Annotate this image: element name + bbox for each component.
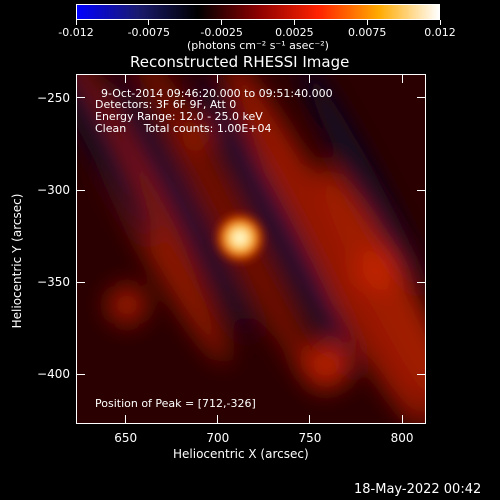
y-axis-label: Heliocentric Y (arcsec) — [10, 193, 24, 329]
colorbar-tick-mark — [75, 20, 77, 25]
x-tick-mark — [217, 415, 219, 423]
y-tick-mark — [417, 281, 425, 283]
x-tick-mark — [309, 75, 311, 83]
chart-title: Reconstructed RHESSI Image — [130, 53, 350, 71]
annotation-energy: Energy Range: 12.0 - 25.0 keV — [95, 110, 263, 123]
colorbar-tick-mark — [293, 20, 295, 25]
y-tick-mark — [417, 97, 425, 99]
colorbar-tick-label: 0.0025 — [275, 26, 314, 39]
x-tick-mark — [217, 75, 219, 83]
x-tick-mark — [401, 75, 403, 83]
y-tick-label: −250 — [37, 90, 70, 105]
y-tick-mark — [417, 189, 425, 191]
annotation-method: Clean Total counts: 1.00E+04 — [95, 122, 272, 135]
x-tick-label: 750 — [298, 431, 322, 445]
annotation-detectors: Detectors: 3F 6F 9F, Att 0 — [95, 98, 237, 111]
y-tick-mark — [77, 189, 85, 191]
colorbar-tick-mark — [366, 20, 368, 25]
colorbar — [76, 4, 440, 20]
y-tick-label: −400 — [37, 367, 70, 382]
colorbar-tick-label: -0.0025 — [200, 26, 243, 39]
y-tick-mark — [77, 97, 85, 99]
y-tick-mark — [77, 373, 85, 375]
y-tick-mark — [417, 373, 425, 375]
colorbar-tick-mark — [221, 20, 223, 25]
x-tick-label: 650 — [114, 431, 138, 445]
x-tick-mark — [401, 415, 403, 423]
y-tick-label: −300 — [37, 183, 70, 198]
footer-date: 18-May-2022 00:42 — [354, 482, 482, 497]
heatmap-image — [77, 75, 425, 423]
colorbar-tick-label: 0.0075 — [347, 26, 387, 39]
y-tick-mark — [77, 281, 85, 283]
colorbar-tick-label: -0.0075 — [127, 26, 171, 39]
x-tick-mark — [309, 415, 311, 423]
colorbar-tick-mark — [439, 20, 441, 25]
annotation-peak-position: Position of Peak = [712,-326] — [95, 397, 256, 410]
annotation-time-range: 9-Oct-2014 09:46:20.000 to 09:51:40.000 — [101, 87, 333, 100]
x-tick-mark — [125, 75, 127, 83]
colorbar-tick-label: 0.012 — [424, 26, 456, 39]
x-tick-label: 700 — [206, 431, 230, 445]
rhessi-image-plot — [76, 74, 426, 424]
colorbar-tick-label: -0.012 — [58, 26, 94, 39]
x-tick-mark — [125, 415, 127, 423]
y-tick-label: −350 — [37, 275, 70, 290]
colorbar-tick-mark — [148, 20, 150, 25]
x-axis-label: Heliocentric X (arcsec) — [173, 447, 309, 461]
x-tick-label: 800 — [390, 431, 414, 445]
colorbar-unit-label: (photons cm⁻² s⁻¹ asec⁻²) — [187, 39, 329, 52]
